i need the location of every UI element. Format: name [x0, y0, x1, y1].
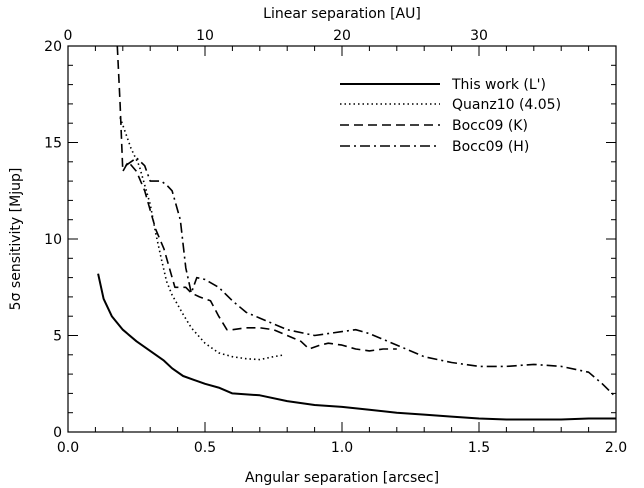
y-tick-label: 10: [44, 232, 62, 248]
x2-axis-label: Linear separation [AU]: [263, 6, 421, 22]
series-line-0: [97, 273, 616, 421]
legend-label-2: Bocc09 (K): [452, 118, 528, 134]
series-group: [97, 45, 617, 421]
series-line-3: [125, 157, 617, 398]
series-line-2: [116, 45, 397, 352]
x-tick-label: 2.0: [605, 440, 627, 456]
x2-tick-label: 20: [333, 28, 351, 44]
y-tick-label: 5: [53, 329, 62, 345]
x-tick-label: 1.5: [468, 440, 490, 456]
x-tick-label: 0.5: [194, 440, 216, 456]
axis-ticks: [67, 45, 617, 433]
x2-tick-label: 30: [470, 28, 488, 44]
legend-label-1: Quanz10 (4.05): [452, 97, 561, 113]
y-tick-label: 0: [53, 425, 62, 441]
series-line-1: [119, 117, 285, 361]
tick-labels: 0.0 0.5 1.0 1.5 2.0 0 10 20 30 0 5 10 15 20: [44, 28, 627, 456]
x2-tick-label: 10: [196, 28, 214, 44]
y-tick-label: 20: [44, 39, 62, 55]
x-tick-label: 1.0: [331, 440, 353, 456]
x-tick-label: 0.0: [57, 440, 79, 456]
x2-tick-label: 0: [64, 28, 73, 44]
x-axis-label: Angular separation [arcsec]: [245, 470, 439, 486]
legend-label-3: Bocc09 (H): [452, 139, 529, 155]
y-tick-label: 15: [44, 136, 62, 152]
y-axis-label: 5σ sensitivity [Mjup]: [8, 168, 24, 311]
legend: This work (L') Quanz10 (4.05) Bocc09 (K)…: [340, 77, 561, 155]
legend-label-0: This work (L'): [451, 77, 546, 93]
